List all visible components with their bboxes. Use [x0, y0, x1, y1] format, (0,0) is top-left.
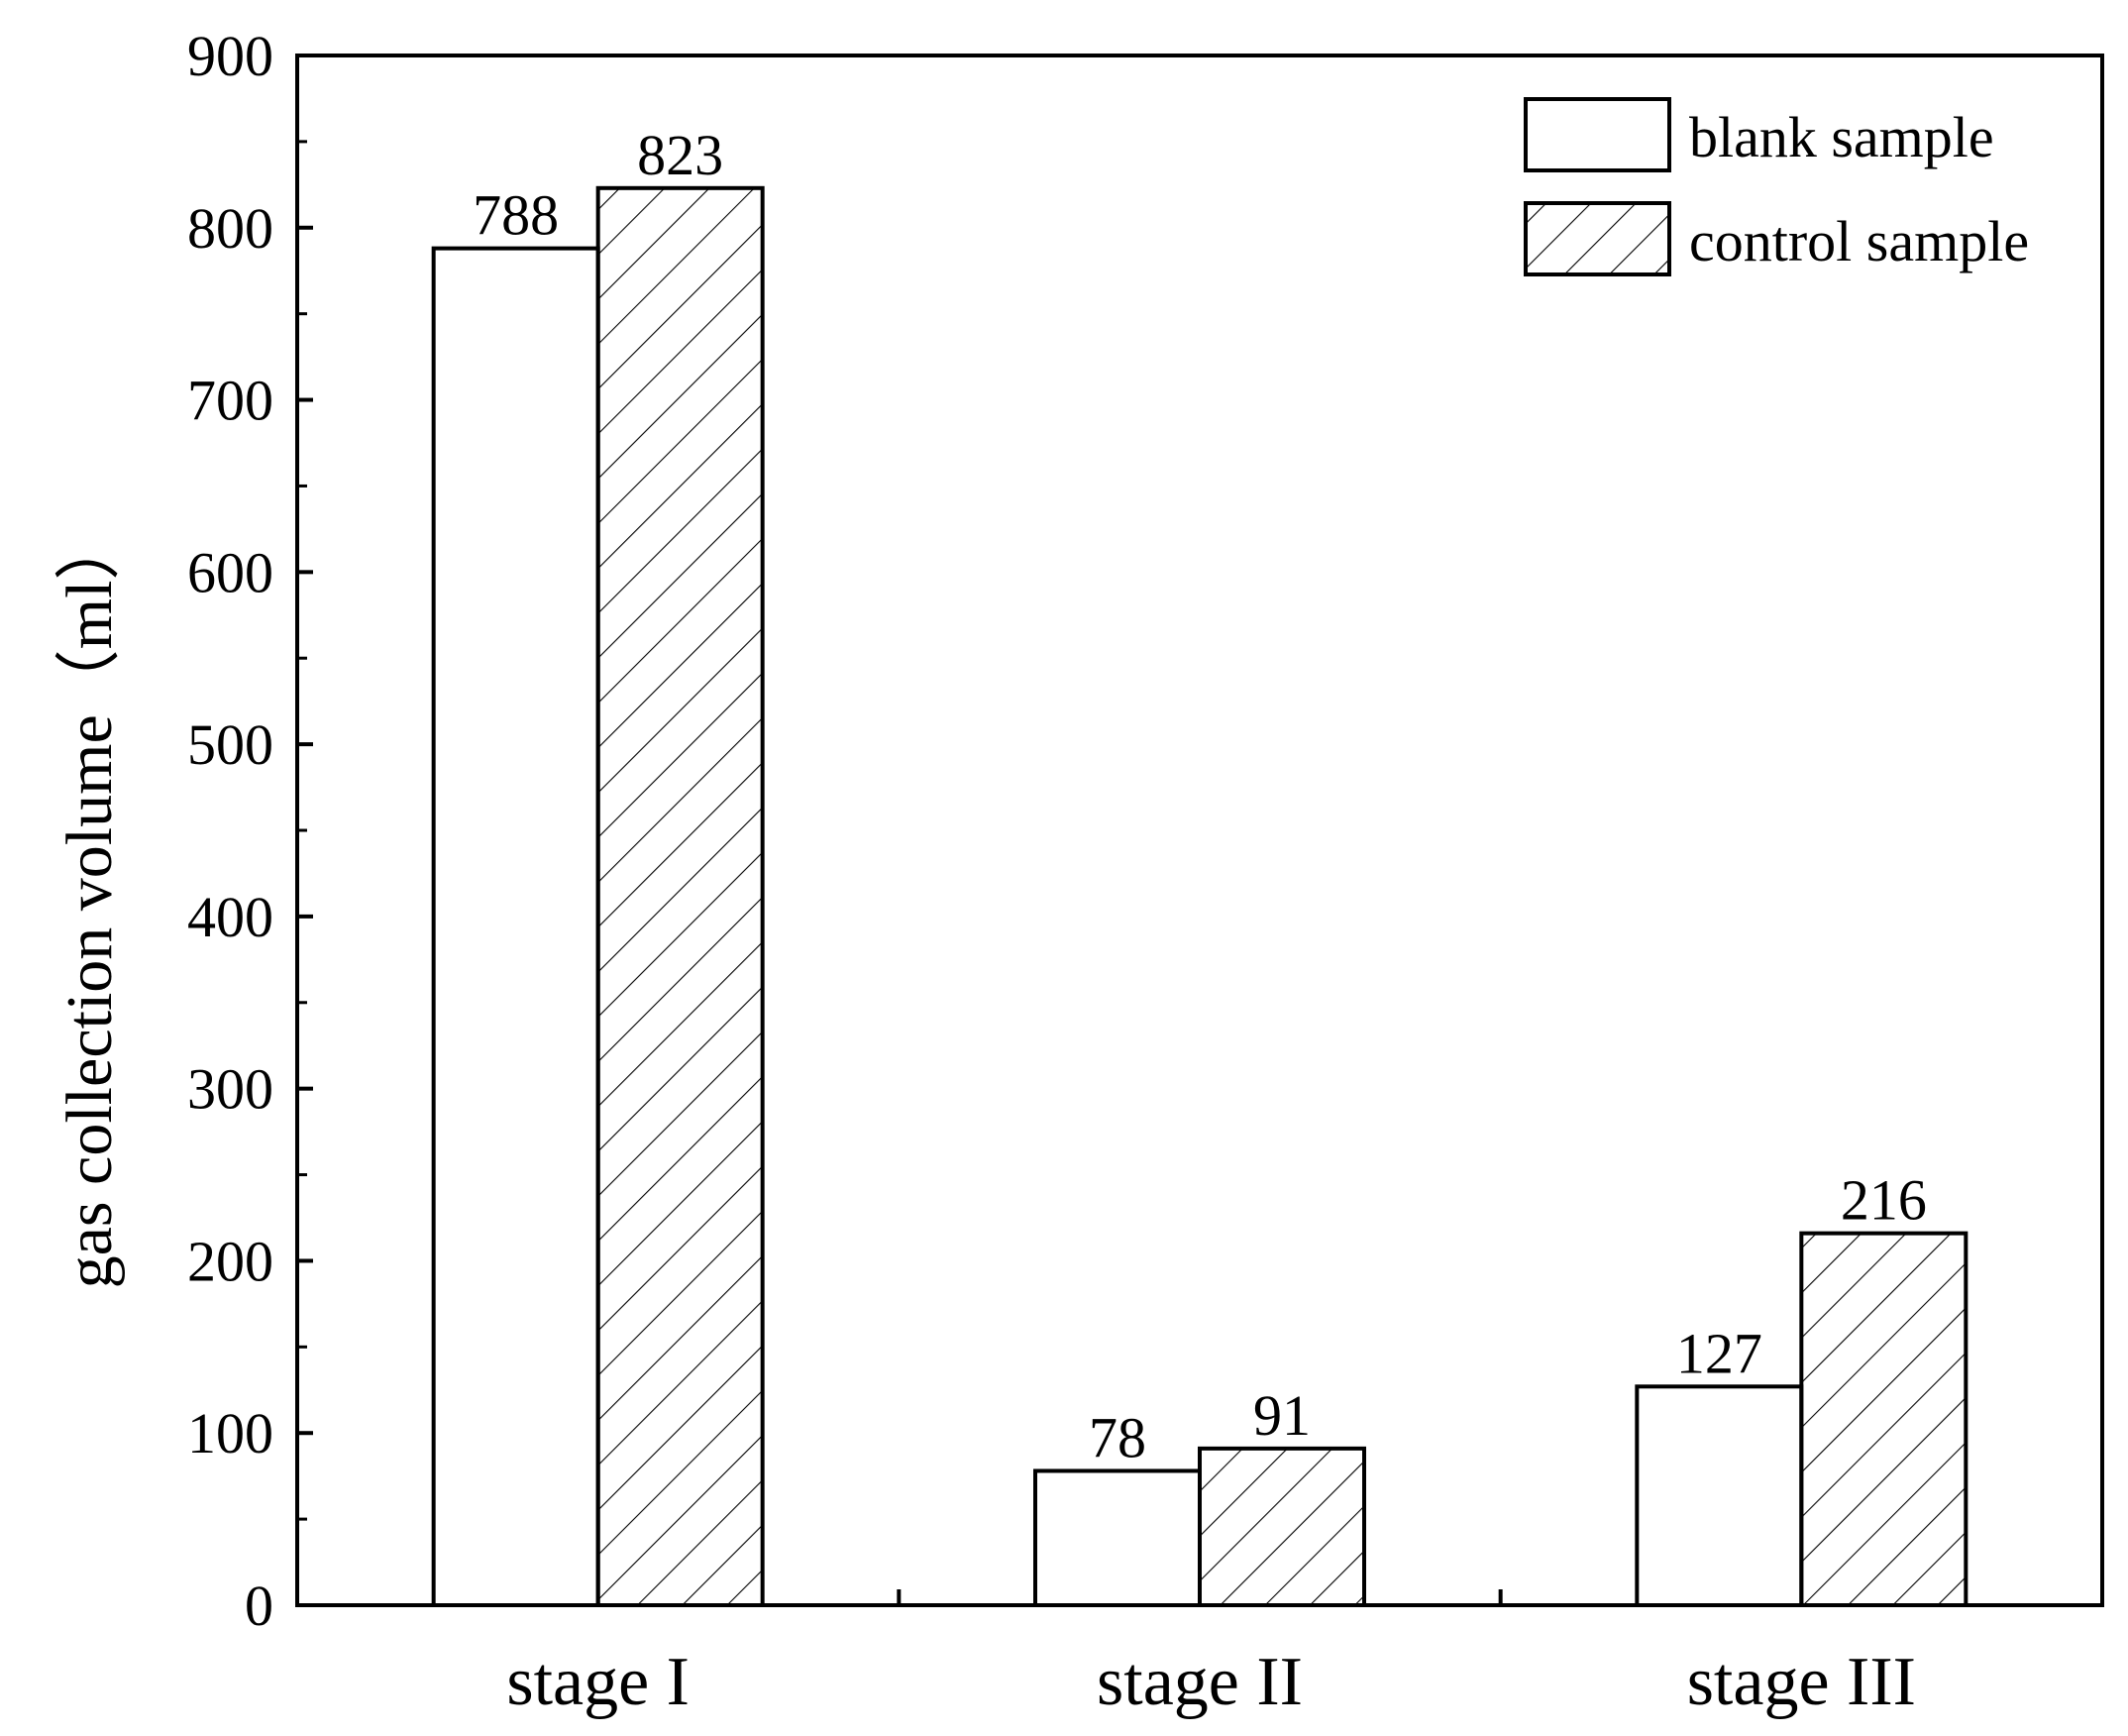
plot-frame	[295, 54, 2104, 1607]
y-tick-label: 100	[187, 1401, 273, 1465]
y-tick-label: 700	[187, 369, 273, 433]
bar-control-sample	[595, 185, 765, 1608]
data-label: 91	[1253, 1383, 1311, 1448]
category-label: stage III	[1687, 1644, 1916, 1720]
y-tick-label: 900	[187, 24, 273, 88]
y-tick-label: 200	[187, 1229, 273, 1293]
category-label: stage I	[506, 1644, 690, 1720]
y-tick-label: 300	[187, 1057, 273, 1122]
category-label: stage II	[1097, 1644, 1303, 1720]
bar-blank-sample	[431, 246, 600, 1607]
data-label: 788	[473, 183, 559, 248]
data-label: 127	[1676, 1321, 1762, 1385]
y-tick-label: 400	[187, 885, 273, 949]
legend-label-blank-sample: blank sample	[1689, 105, 1994, 169]
legend-swatch-blank-sample	[1524, 97, 1671, 172]
legend-label-control-sample: control sample	[1689, 209, 2029, 273]
legend-swatch-control-sample	[1524, 201, 1671, 276]
data-label: 78	[1089, 1405, 1146, 1469]
data-label: 216	[1841, 1168, 1927, 1233]
y-tick-label: 600	[187, 540, 273, 604]
bar-blank-sample	[1033, 1468, 1202, 1608]
bar-control-sample	[1799, 1231, 1968, 1607]
data-label: 823	[637, 123, 723, 187]
bar-blank-sample	[1635, 1384, 1804, 1608]
y-tick-label: 0	[245, 1573, 273, 1638]
y-tick-label: 800	[187, 196, 273, 261]
legend: blank sample control sample	[1524, 97, 2029, 276]
y-tick-label: 500	[187, 712, 273, 777]
bar-control-sample	[1198, 1446, 1366, 1607]
y-axis-title: gas collection volume（ml）	[53, 515, 126, 1289]
